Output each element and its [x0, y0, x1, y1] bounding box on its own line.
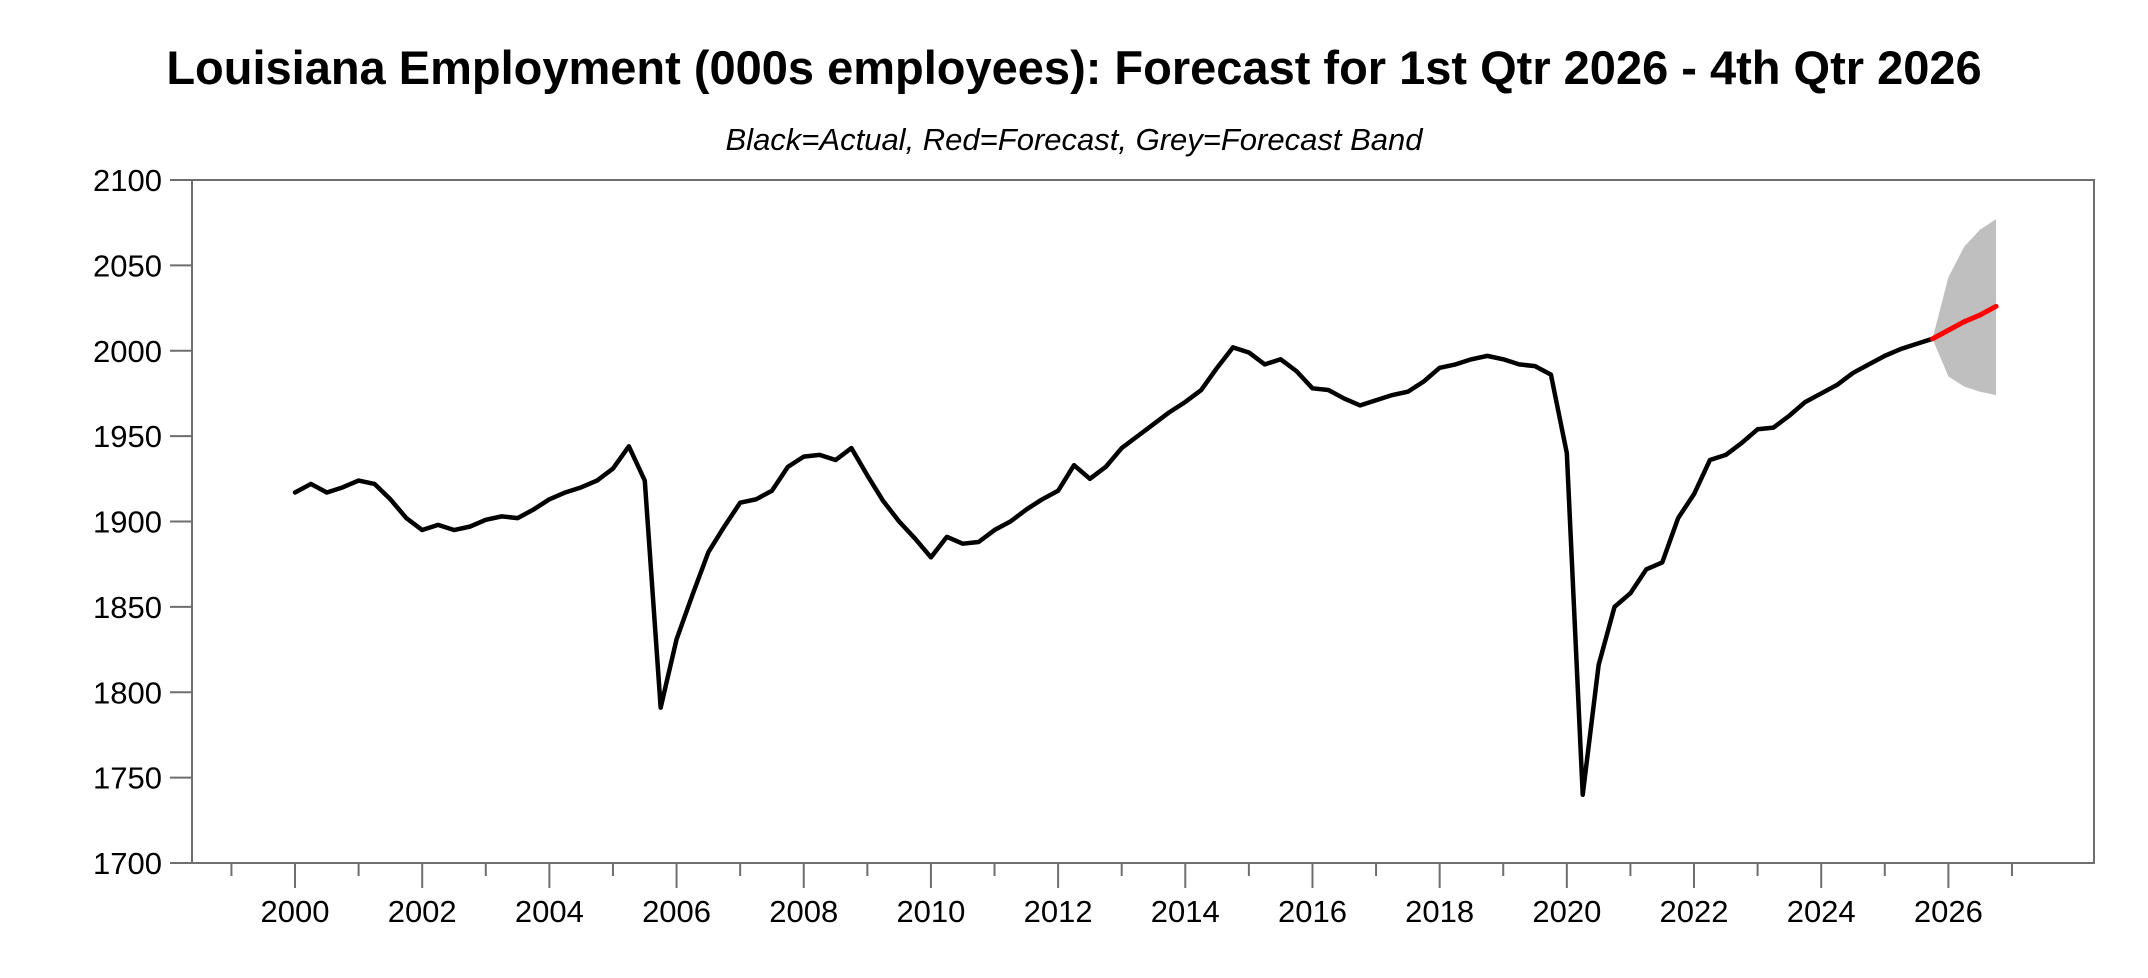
- actual-series-line: [292, 336, 1935, 797]
- y-tick-label: 1750: [93, 761, 162, 796]
- x-tick-label: 2010: [896, 894, 965, 929]
- y-tick-label: 1850: [93, 590, 162, 625]
- x-tick-label: 2004: [515, 894, 584, 929]
- y-tick-label: 1900: [93, 505, 162, 540]
- x-tick-label: 2020: [1532, 894, 1601, 929]
- y-tick-label: 1800: [93, 675, 162, 710]
- forecast-band: [1932, 219, 1997, 396]
- x-tick-label: 2008: [769, 894, 838, 929]
- x-tick-label: 2012: [1024, 894, 1093, 929]
- x-tick-label: 2024: [1787, 894, 1856, 929]
- chart-subtitle: Black=Actual, Red=Forecast, Grey=Forecas…: [725, 122, 1423, 157]
- x-tick-label: 2000: [261, 894, 330, 929]
- x-tick-label: 2026: [1914, 894, 1983, 929]
- x-tick-label: 2014: [1151, 894, 1220, 929]
- y-tick-label: 2050: [93, 248, 162, 283]
- x-tick-label: 2022: [1660, 894, 1729, 929]
- x-tick-label: 2002: [388, 894, 457, 929]
- x-tick-label: 2018: [1405, 894, 1474, 929]
- forecast-series-line: [1929, 303, 1999, 342]
- chart-title: Louisiana Employment (000s employees): F…: [166, 41, 1982, 94]
- x-tick-label: 2016: [1278, 894, 1347, 929]
- y-tick-label: 2000: [93, 334, 162, 369]
- y-tick-label: 1950: [93, 419, 162, 454]
- y-tick-label: 2100: [93, 163, 162, 198]
- y-tick-label: 1700: [93, 846, 162, 881]
- x-tick-label: 2006: [642, 894, 711, 929]
